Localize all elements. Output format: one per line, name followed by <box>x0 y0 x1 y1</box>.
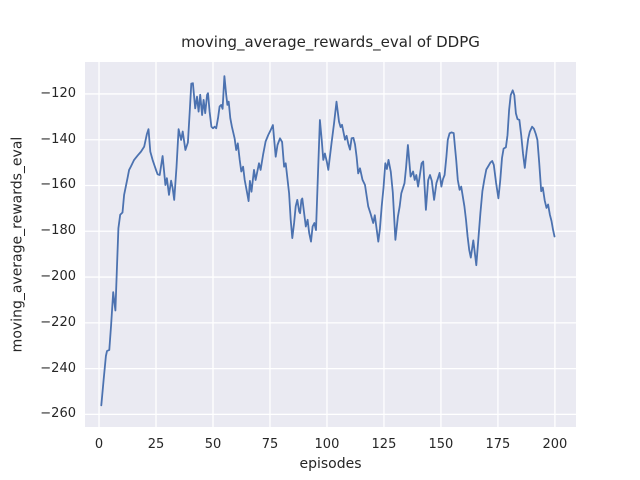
data-line <box>100 75 556 407</box>
y-axis-label: moving_average_rewards_eval <box>9 136 26 353</box>
plot-area <box>85 62 576 427</box>
y-tick-label: −200 <box>40 269 76 285</box>
y-tick-label: −120 <box>40 85 76 101</box>
y-tick-label: −160 <box>40 177 76 193</box>
x-tick-label: 125 <box>371 437 397 452</box>
y-tick-label: −140 <box>40 131 76 147</box>
y-tick-label: −240 <box>40 360 76 376</box>
x-tick-label: 0 <box>94 437 104 452</box>
x-tick-label: 150 <box>428 437 454 452</box>
chart-title: moving_average_rewards_eval of DDPG <box>181 33 480 51</box>
x-axis-label: episodes <box>299 456 362 472</box>
x-tick-label: 25 <box>147 437 165 452</box>
y-tick-label: −260 <box>40 406 76 422</box>
x-tick-label: 50 <box>204 437 222 452</box>
y-tick-label: −220 <box>40 314 76 330</box>
y-tick-label: −180 <box>40 223 76 239</box>
x-tick-label: 175 <box>485 437 511 452</box>
x-tick-label: 100 <box>314 437 340 452</box>
x-tick-label: 200 <box>542 437 568 452</box>
x-tick-label: 75 <box>261 437 279 452</box>
